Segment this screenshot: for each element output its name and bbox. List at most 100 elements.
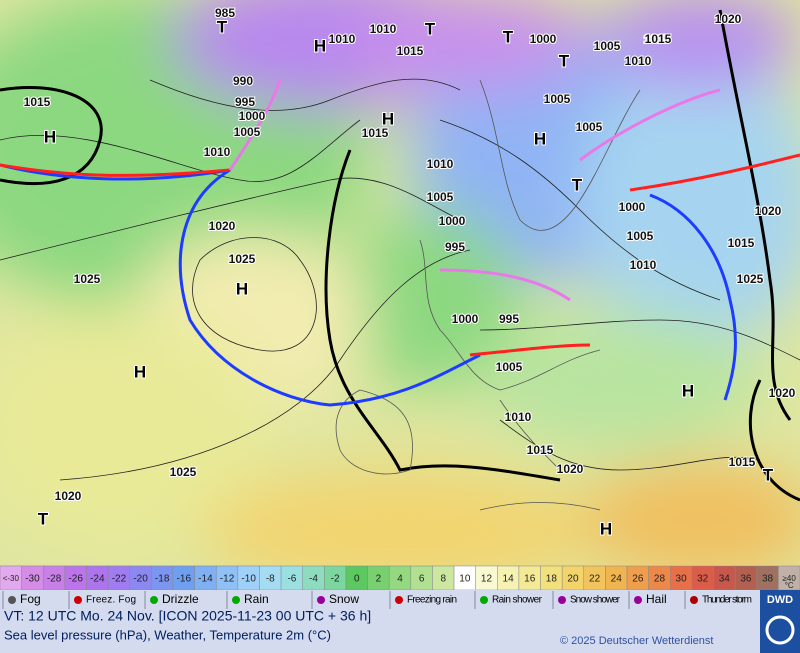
isobar-label: 990	[233, 74, 253, 88]
pressure-center: H	[682, 381, 694, 400]
weather-legend: Fog Freez. Fog Drizzle Rain Snow Freezing rai…	[2, 591, 752, 609]
isobar-label: 1015	[729, 455, 756, 469]
isobar-label: 1005	[627, 229, 654, 243]
legend-symbol	[232, 596, 240, 604]
legend-label: Fog	[20, 592, 41, 606]
scale-label: ≥40	[783, 574, 797, 583]
pressure-center: H	[534, 129, 546, 148]
scale-label: -10	[241, 574, 256, 585]
pressure-center: H	[382, 109, 394, 128]
scale-label: 4	[397, 574, 403, 585]
scale-label: 32	[697, 574, 709, 585]
isobar-label: 1015	[728, 236, 755, 250]
isobar-label: 1020	[557, 462, 584, 476]
isobar-label: 1015	[397, 44, 424, 58]
scale-label: 16	[524, 574, 536, 585]
isobar-label: 1020	[769, 386, 796, 400]
fronts	[0, 79, 800, 407]
scale-label: 12	[481, 574, 493, 585]
scale-label: -6	[287, 574, 296, 585]
thick-isobars	[0, 9, 800, 502]
pressure-center: H	[314, 36, 326, 55]
legend-label: Rain shower	[492, 595, 543, 606]
isobar-label: 1000	[619, 200, 646, 214]
legend-label: Freezing rain	[407, 595, 457, 606]
isobar-label: 1025	[170, 465, 197, 479]
coastlines	[335, 79, 641, 511]
isobar-label: 1010	[625, 54, 652, 68]
pressure-center: T	[763, 465, 774, 484]
scale-label: 18	[546, 574, 558, 585]
isobar-label: 1005	[234, 125, 261, 139]
scale-label: 10	[459, 574, 471, 585]
isobar-label: 1005	[427, 190, 454, 204]
pressure-center: T	[217, 17, 228, 36]
isobar-label: 1025	[74, 272, 101, 286]
isobar-label: 1010	[329, 32, 356, 46]
isobar-label: 1020	[209, 219, 236, 233]
dwd-logo-text: DWD	[767, 594, 793, 606]
isobar-label: 1025	[737, 272, 764, 286]
temperature-field	[0, 0, 800, 565]
scale-label: 2	[376, 574, 382, 585]
legend-symbol	[558, 596, 566, 604]
pressure-center: H	[236, 279, 248, 298]
scale-label: -2	[331, 574, 340, 585]
isobars	[0, 78, 800, 481]
legend-symbol	[395, 596, 403, 604]
copyright: © 2025 Deutscher Wetterdienst	[560, 635, 713, 647]
pressure-center: T	[38, 509, 49, 528]
isobar-label: 1000	[452, 312, 479, 326]
isobar-label: 1005	[576, 120, 603, 134]
isobar-label: 995	[499, 312, 519, 326]
isobar-label: 1025	[229, 252, 256, 266]
isobar-label: 1000	[530, 32, 557, 46]
isobar-label: 1000	[439, 214, 466, 228]
temperature-scale: <-30 -30 -28 -26 -24 -22 -20 -18 -16 -14 -12 -10 -8-…	[0, 565, 800, 591]
legend-label: Thunder storm	[702, 595, 752, 606]
scale-label: -22	[112, 574, 127, 585]
isobar-label: 1005	[496, 360, 523, 374]
scale-label: -12	[220, 574, 235, 585]
isobar-label: 1015	[644, 32, 671, 46]
isobar-label: 1005	[594, 39, 621, 53]
legend-symbol	[480, 596, 488, 604]
scale-label: -14	[198, 574, 213, 585]
scale-label: 24	[611, 574, 623, 585]
isobar-label: 1010	[630, 258, 657, 272]
scale-label: 36	[740, 574, 752, 585]
legend-symbol	[317, 596, 325, 604]
isobar-label: 1015	[645, 32, 672, 46]
scale-label: 0	[354, 574, 360, 585]
isobar-label: 1020	[715, 12, 742, 26]
isobar-label: 1015	[527, 443, 554, 457]
scale-label: 14	[503, 574, 515, 585]
scale-label: -20	[133, 574, 148, 585]
legend-label: Freez. Fog	[86, 595, 136, 606]
legend-symbol	[8, 596, 16, 604]
isobar-label: 1010	[427, 157, 454, 171]
isobar-label: 1020	[55, 489, 82, 503]
scale-label: 26	[632, 574, 644, 585]
valid-time: VT: 12 UTC Mo. 24 Nov. [ICON 2025-11-23 …	[4, 608, 371, 624]
scale-unit: °C	[785, 581, 794, 590]
scale-label: -26	[68, 574, 83, 585]
legend-label: Hail	[646, 592, 667, 606]
scale-label: 30	[676, 574, 688, 585]
scale-label: -18	[155, 574, 170, 585]
isobar-label: 985	[215, 6, 235, 20]
isobar-label: 995	[445, 240, 465, 254]
pressure-center: H	[44, 127, 56, 146]
scale-label: -4	[309, 574, 318, 585]
description: Sea level pressure (hPa), Weather, Tempe…	[4, 627, 331, 642]
legend-label: Snow shower	[570, 595, 621, 606]
legend-label: Drizzle	[162, 592, 199, 606]
scale-label: 8	[440, 574, 446, 585]
legend-label: Snow	[329, 592, 359, 606]
scale-label: 28	[654, 574, 666, 585]
scale-label: -16	[177, 574, 192, 585]
